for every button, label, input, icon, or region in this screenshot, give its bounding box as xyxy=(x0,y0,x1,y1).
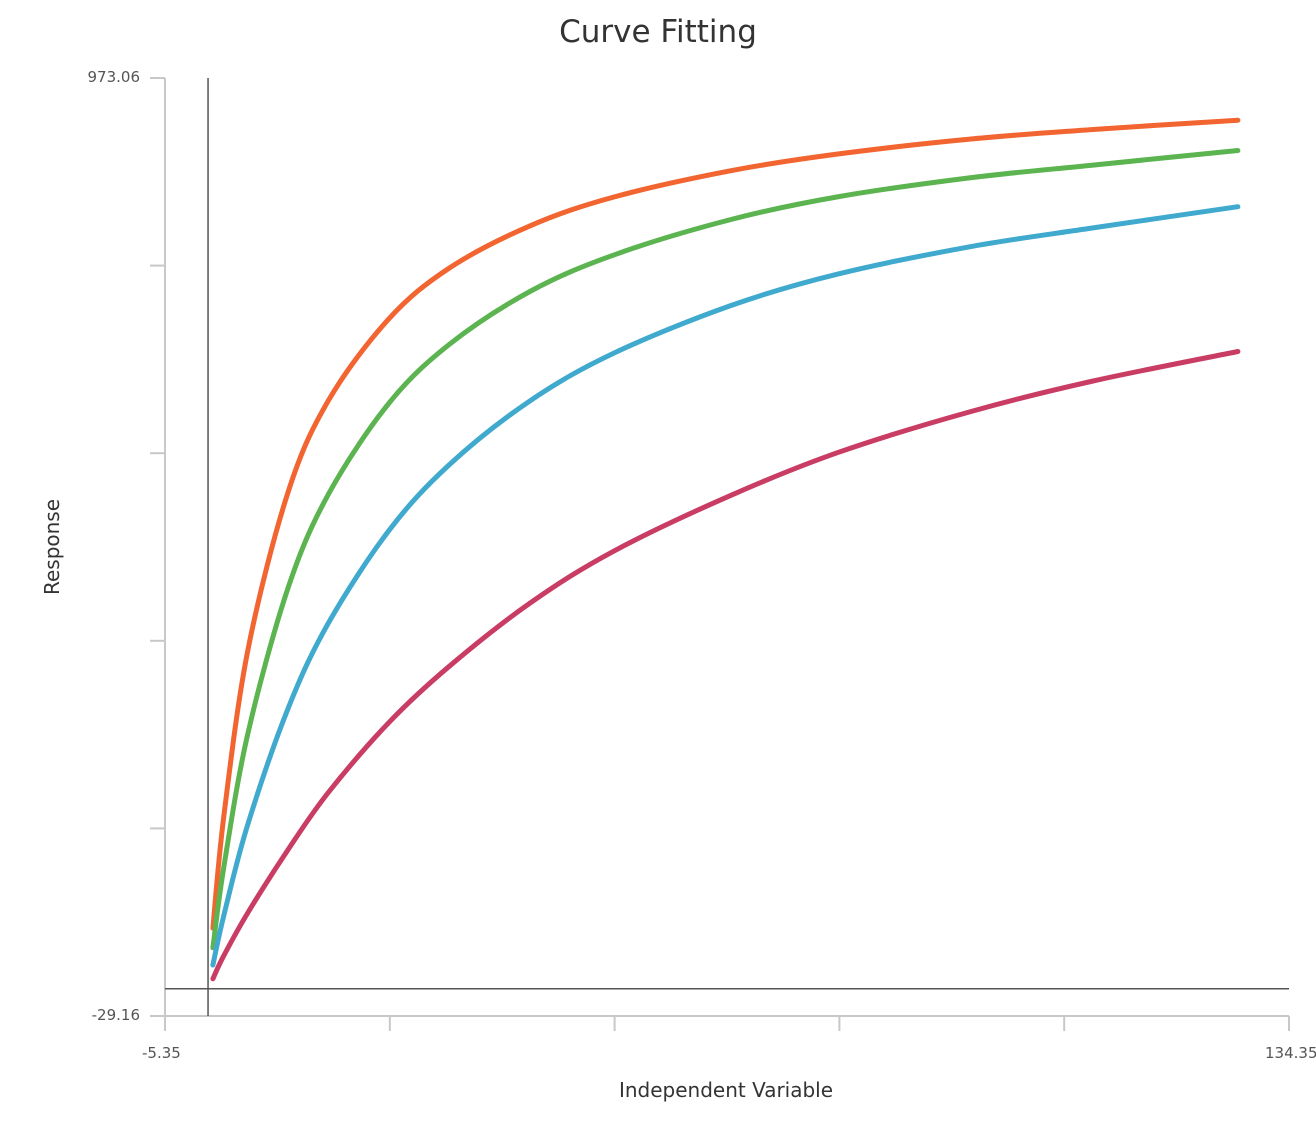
y-min-tick-label: -29.16 xyxy=(91,1006,140,1024)
chart-title: Curve Fitting xyxy=(559,14,757,50)
y-axis-label: Response xyxy=(40,498,64,596)
x-max-tick-label: 134.35 xyxy=(1265,1044,1316,1062)
series-line-4 xyxy=(210,349,1241,982)
series-lines xyxy=(210,117,1241,982)
y-max-tick-label: 973.06 xyxy=(87,68,141,86)
x-ticks xyxy=(164,1016,1290,1031)
x-min-tick-label: -5.35 xyxy=(142,1044,181,1062)
axes xyxy=(150,77,1290,1031)
x-axis-label: Independent Variable xyxy=(618,1078,834,1102)
series-line-1 xyxy=(210,117,1241,931)
series-line-3 xyxy=(210,204,1241,968)
y-ticks xyxy=(150,77,165,1017)
series-line-2 xyxy=(210,148,1241,951)
